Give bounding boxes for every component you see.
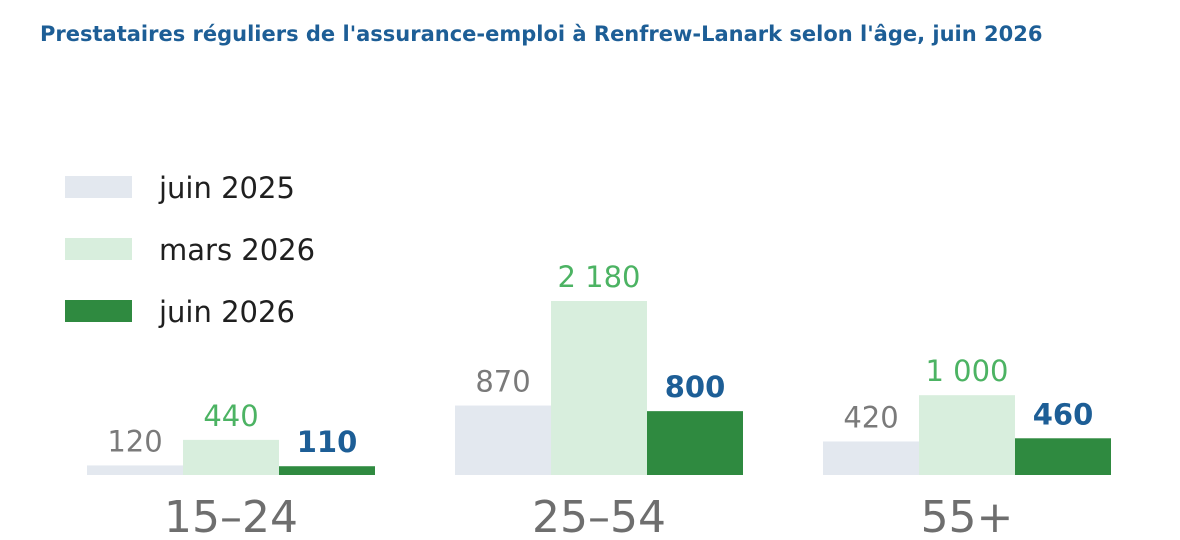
category-label-3: 55+: [921, 492, 1014, 540]
bar-3-2: [919, 395, 1015, 475]
value-label-3-3: 460: [1033, 397, 1094, 431]
legend-swatch-1: [65, 176, 132, 198]
legend-swatch-3: [65, 300, 132, 322]
value-label-1-3: 110: [297, 425, 358, 459]
bar-1-3: [279, 466, 375, 475]
legend-label-3: juin 2026: [158, 295, 295, 329]
category-label-1: 15–24: [164, 492, 298, 540]
bar-groups: 120 440 110 15–24 870 2 180 800 25–54 420 1 000 46…: [87, 260, 1111, 540]
bar-3-3: [1015, 438, 1111, 475]
bar-2-3: [647, 411, 743, 475]
bar-1-2: [183, 439, 279, 475]
legend: juin 2025 mars 2026 juin 2026: [65, 171, 315, 329]
value-label-2-1: 870: [475, 365, 530, 399]
value-label-2-2: 2 180: [557, 260, 640, 294]
bar-2-1: [455, 405, 551, 475]
bar-group-3: 420 1 000 460 55+: [823, 354, 1111, 540]
value-label-3-1: 420: [843, 400, 898, 434]
bar-group-1: 120 440 110 15–24: [87, 399, 375, 540]
category-label-2: 25–54: [532, 492, 666, 540]
chart-title: Prestataires réguliers de l'assurance-em…: [40, 22, 1043, 46]
value-label-2-3: 800: [665, 370, 726, 404]
bar-group-2: 870 2 180 800 25–54: [455, 260, 743, 540]
value-label-1-1: 120: [107, 424, 162, 458]
bar-2-2: [551, 301, 647, 475]
value-label-3-2: 1 000: [925, 354, 1008, 388]
value-label-1-2: 440: [203, 399, 258, 433]
legend-swatch-2: [65, 238, 132, 260]
legend-label-1: juin 2025: [158, 171, 295, 205]
bar-3-1: [823, 441, 919, 475]
legend-label-2: mars 2026: [159, 233, 315, 267]
bar-1-1: [87, 465, 183, 475]
